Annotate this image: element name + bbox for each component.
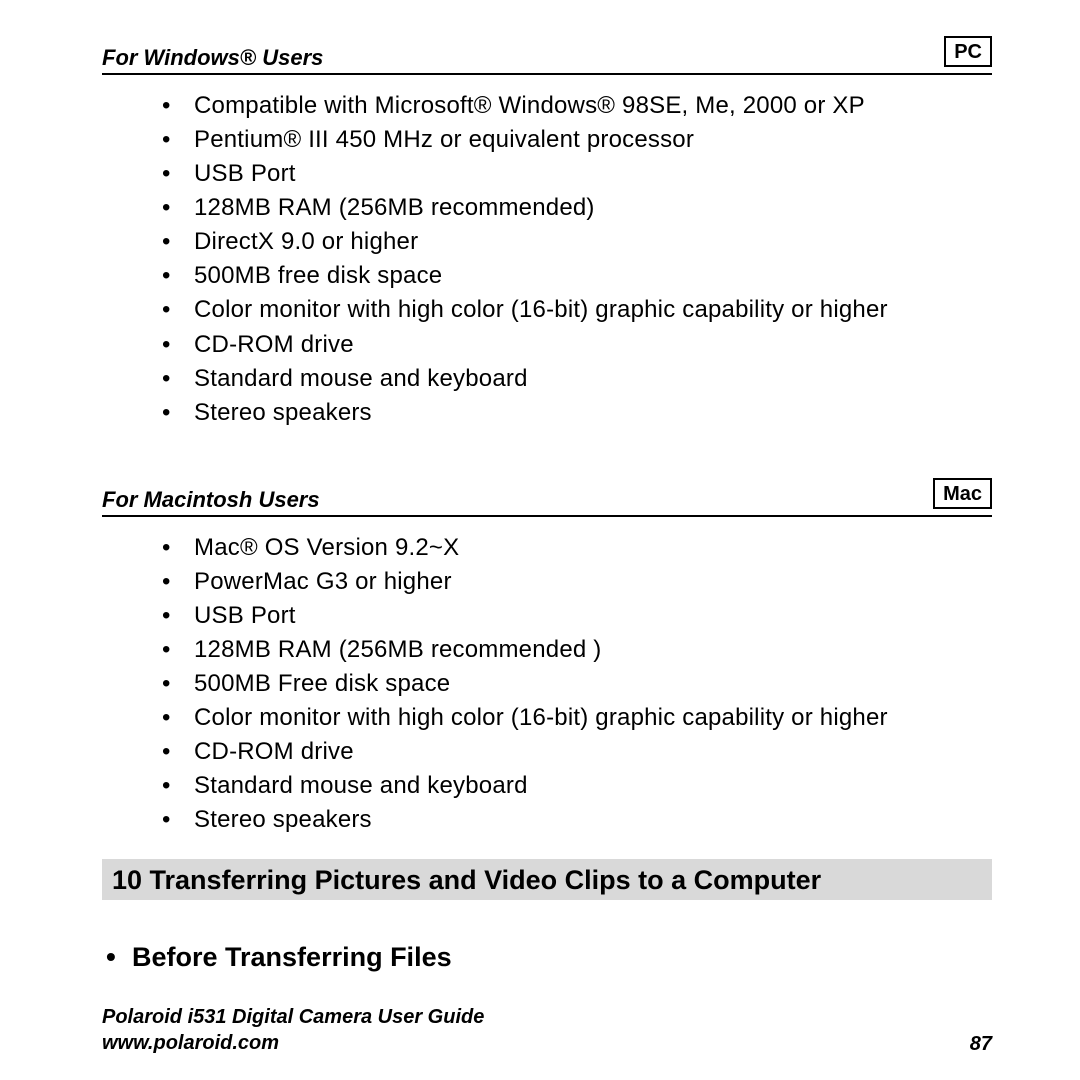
page-number: 87: [970, 1033, 992, 1056]
list-item: Stereo speakers: [194, 803, 992, 837]
mac-title: For Macintosh Users: [102, 487, 320, 513]
list-item: Color monitor with high color (16-bit) g…: [194, 701, 992, 735]
list-item: Standard mouse and keyboard: [194, 769, 992, 803]
windows-section-header: For Windows® Users PC: [102, 36, 992, 75]
mac-section-header: For Macintosh Users Mac: [102, 478, 992, 517]
list-item: Standard mouse and keyboard: [194, 362, 992, 396]
windows-requirements-list: Compatible with Microsoft® Windows® 98SE…: [102, 89, 992, 430]
list-item: 128MB RAM (256MB recommended ): [194, 633, 992, 667]
list-item: USB Port: [194, 157, 992, 191]
document-page: For Windows® Users PC Compatible with Mi…: [0, 0, 1080, 1080]
list-item: 128MB RAM (256MB recommended): [194, 191, 992, 225]
list-item: USB Port: [194, 599, 992, 633]
footer-guide: Polaroid i531 Digital Camera User Guide: [102, 1004, 484, 1030]
list-item: PowerMac G3 or higher: [194, 565, 992, 599]
list-item: CD-ROM drive: [194, 735, 992, 769]
footer-left: Polaroid i531 Digital Camera User Guide …: [102, 1004, 484, 1056]
windows-title: For Windows® Users: [102, 45, 323, 71]
list-item: Color monitor with high color (16-bit) g…: [194, 293, 992, 327]
mac-badge: Mac: [933, 478, 992, 509]
list-item: CD-ROM drive: [194, 328, 992, 362]
list-item: Compatible with Microsoft® Windows® 98SE…: [194, 89, 992, 123]
pc-badge: PC: [944, 36, 992, 67]
list-item: Stereo speakers: [194, 396, 992, 430]
list-item: Mac® OS Version 9.2~X: [194, 531, 992, 565]
footer-url: www.polaroid.com: [102, 1030, 484, 1056]
list-item: DirectX 9.0 or higher: [194, 225, 992, 259]
list-item: Pentium® III 450 MHz or equivalent proce…: [194, 123, 992, 157]
mac-requirements-list: Mac® OS Version 9.2~X PowerMac G3 or hig…: [102, 531, 992, 838]
sub-heading: Before Transferring Files: [102, 942, 992, 973]
page-footer: Polaroid i531 Digital Camera User Guide …: [102, 1004, 992, 1056]
list-item: 500MB Free disk space: [194, 667, 992, 701]
chapter-heading: 10 Transferring Pictures and Video Clips…: [102, 859, 992, 900]
list-item: 500MB free disk space: [194, 259, 992, 293]
